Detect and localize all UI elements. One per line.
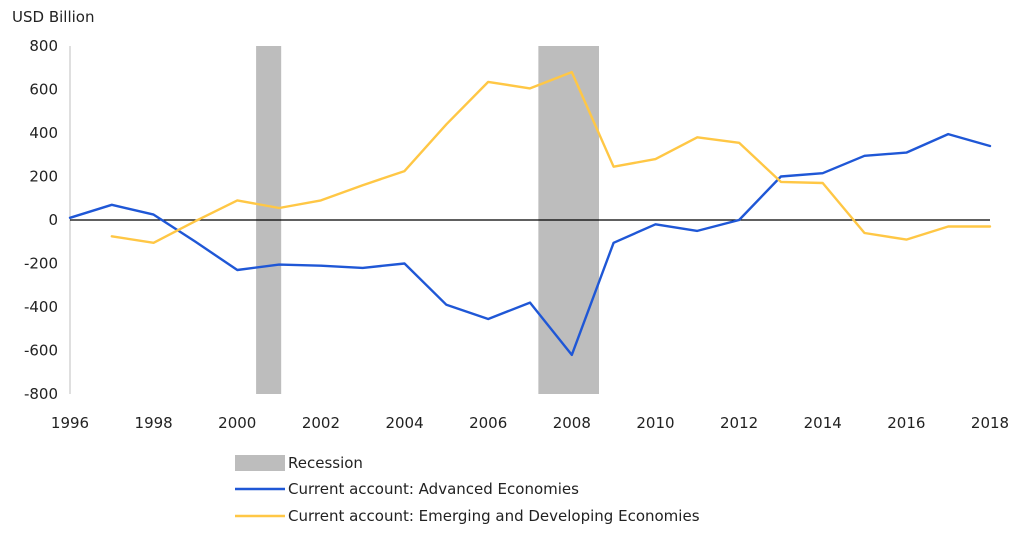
y-tick-label: -800 — [24, 385, 58, 403]
series-line-advanced — [68, 132, 992, 357]
x-tick-label: 2004 — [385, 414, 423, 432]
x-tick-label: 2002 — [302, 414, 340, 432]
x-tick-label: 2018 — [971, 414, 1009, 432]
x-tick-label: 1998 — [135, 414, 173, 432]
x-tick-label: 2006 — [469, 414, 507, 432]
x-tick-label: 2016 — [887, 414, 925, 432]
y-tick-label: 200 — [29, 168, 58, 186]
y-axis-unit-label: USD Billion — [12, 8, 94, 26]
y-tick-label: 800 — [29, 37, 58, 55]
x-tick-label: 2014 — [804, 414, 842, 432]
y-tick-label: 0 — [48, 211, 58, 229]
series-line-emerging — [110, 70, 992, 245]
x-tick-label: 2008 — [553, 414, 591, 432]
legend: Recession Current account: Advanced Econ… — [235, 454, 700, 525]
y-tick-label: 400 — [29, 124, 58, 142]
legend-label-advanced: Current account: Advanced Economies — [288, 480, 579, 498]
legend-label-emerging: Current account: Emerging and Developing… — [288, 507, 700, 525]
x-tick-label: 2010 — [636, 414, 674, 432]
x-tick-label: 1996 — [51, 414, 89, 432]
y-tick-label: 600 — [29, 81, 58, 99]
x-tick-label: 2000 — [218, 414, 256, 432]
legend-swatch-recession — [235, 455, 285, 471]
series-lines — [68, 70, 992, 357]
y-tick-label: -400 — [24, 298, 58, 316]
legend-label-recession: Recession — [288, 454, 363, 472]
y-tick-label: -600 — [24, 342, 58, 360]
y-tick-label: -200 — [24, 255, 58, 273]
x-tick-label: 2012 — [720, 414, 758, 432]
